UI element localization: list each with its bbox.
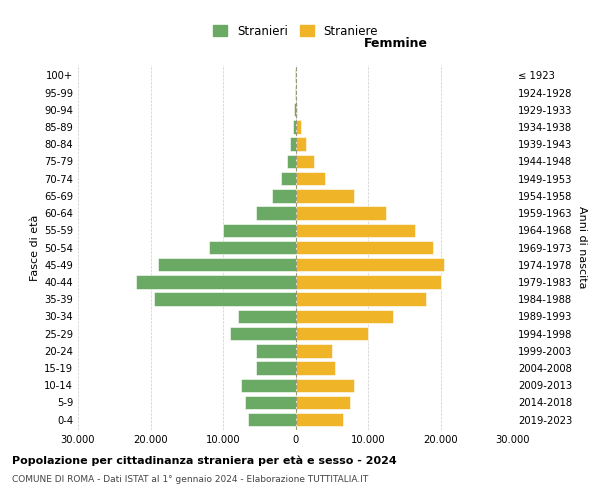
Bar (296, 413, 343, 426)
Text: Popolazione per cittadinanza straniera per età e sesso - 2024: Popolazione per cittadinanza straniera p… (12, 455, 397, 466)
Bar (230, 327, 296, 340)
Legend: Stranieri, Straniere: Stranieri, Straniere (209, 20, 382, 42)
Bar (295, 103, 296, 117)
Bar (296, 275, 440, 288)
Bar (296, 362, 335, 374)
Bar (154, 292, 296, 306)
Y-axis label: Anni di nascita: Anni di nascita (577, 206, 587, 289)
Bar (136, 275, 296, 288)
Bar (287, 154, 296, 168)
Bar (256, 362, 296, 374)
Bar (296, 224, 415, 237)
Bar (290, 138, 296, 151)
Bar (245, 396, 296, 409)
Bar (296, 327, 368, 340)
Bar (293, 120, 296, 134)
Text: Femmine: Femmine (364, 38, 428, 51)
Bar (272, 189, 296, 202)
Bar (296, 103, 298, 117)
Text: COMUNE DI ROMA - Dati ISTAT al 1° gennaio 2024 - Elaborazione TUTTITALIA.IT: COMUNE DI ROMA - Dati ISTAT al 1° gennai… (12, 475, 368, 484)
Bar (238, 310, 296, 323)
Bar (209, 241, 296, 254)
Bar (296, 378, 353, 392)
Bar (296, 241, 433, 254)
Bar (256, 206, 296, 220)
Bar (296, 138, 307, 151)
Bar (296, 189, 353, 202)
Bar (256, 344, 296, 358)
Bar (296, 292, 426, 306)
Bar (281, 172, 296, 186)
Bar (223, 224, 296, 237)
Bar (296, 206, 386, 220)
Bar (241, 378, 296, 392)
Bar (296, 396, 350, 409)
Bar (158, 258, 296, 272)
Bar (248, 413, 296, 426)
Bar (296, 120, 301, 134)
Bar (296, 344, 332, 358)
Bar (296, 258, 444, 272)
Bar (296, 172, 325, 186)
Bar (296, 310, 394, 323)
Bar (296, 154, 314, 168)
Y-axis label: Fasce di età: Fasce di età (30, 214, 40, 280)
